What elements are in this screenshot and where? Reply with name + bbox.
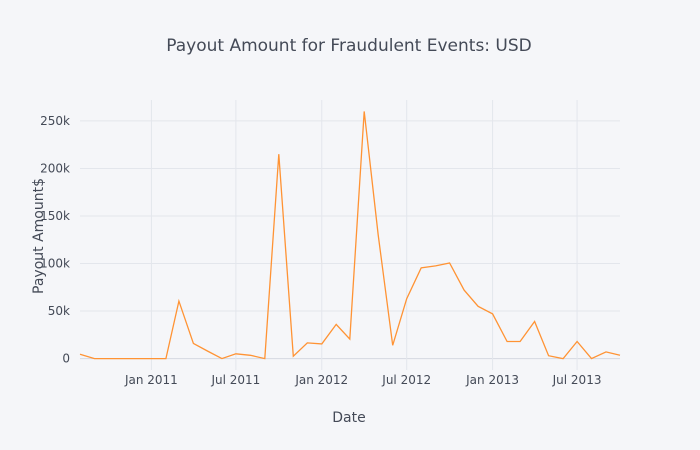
- chart-title: Payout Amount for Fraudulent Events: USD: [166, 36, 532, 56]
- y-tick-label: 250k: [40, 114, 70, 128]
- x-tick-label: Jan 2012: [294, 373, 348, 387]
- y-axis-title: Payout Amount$: [31, 178, 47, 294]
- y-tick-label: 200k: [40, 161, 70, 175]
- x-tick-label: Jan 2011: [124, 373, 178, 387]
- x-tick-label: Jan 2013: [465, 373, 519, 387]
- x-tick-label: Jul 2011: [210, 373, 260, 387]
- grid: [80, 100, 620, 370]
- x-axis: Jan 2011 Jul 2011 Jan 2012 Jul 2012 Jan 2013…: [124, 373, 602, 387]
- x-tick-label: Jul 2012: [381, 373, 431, 387]
- plot-area: [79, 111, 621, 360]
- x-tick-label: Jul 2013: [552, 373, 602, 387]
- y-tick-label: 150k: [40, 209, 70, 223]
- x-axis-title: Date: [332, 410, 365, 426]
- y-tick-label: 0: [62, 352, 70, 366]
- series-line-0: [79, 111, 621, 360]
- y-tick-label: 100k: [40, 257, 70, 271]
- y-axis: 0 50k 100k 150k 200k 250k: [40, 114, 70, 366]
- y-tick-label: 50k: [48, 304, 70, 318]
